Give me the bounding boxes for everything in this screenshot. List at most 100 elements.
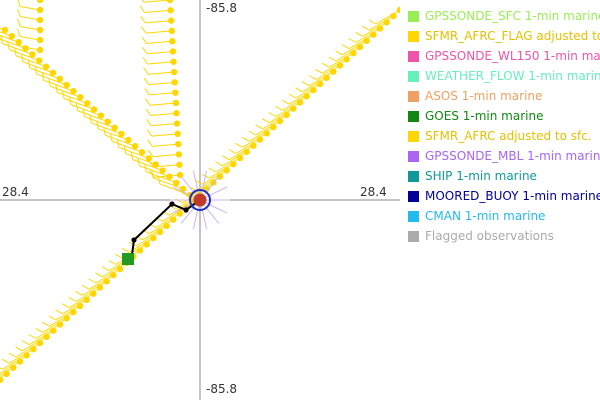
wind-barb xyxy=(348,34,374,50)
wind-barb xyxy=(84,116,115,129)
wind-barb-flag xyxy=(149,170,155,178)
map-plot-area[interactable]: -85.8 -85.8 28.4 28.4 xyxy=(0,0,400,400)
wind-barb xyxy=(342,40,367,56)
wind-barb xyxy=(368,15,394,31)
wind-barb xyxy=(42,317,67,333)
wind-barb xyxy=(15,55,47,68)
wind-barb xyxy=(20,16,41,21)
wind-barb-flag xyxy=(75,290,83,296)
wind-barb xyxy=(148,71,175,75)
observation-point xyxy=(84,100,91,107)
observation-point xyxy=(118,130,125,138)
storm-track-point xyxy=(183,207,189,213)
wind-barb-flag xyxy=(148,160,154,168)
legend-item: GOES 1-min marine xyxy=(408,106,600,126)
wind-barb-flag xyxy=(68,297,77,302)
wind-barb-flag xyxy=(75,102,79,111)
wind-barb-flag xyxy=(17,8,21,17)
wind-barb-flag xyxy=(147,149,154,157)
goes-observation-marker xyxy=(122,253,134,265)
wind-barb xyxy=(149,92,176,96)
observation-point xyxy=(36,0,44,4)
wind-barb xyxy=(275,102,301,117)
wind-barb-flag xyxy=(41,321,50,327)
observation-point xyxy=(36,26,44,34)
legend-label: GPSSONDE_SFC 1-min marine xyxy=(425,9,600,23)
wind-barb xyxy=(0,31,13,37)
legend-item: CMAN 1-min marine xyxy=(408,206,600,226)
storm-track-point xyxy=(169,201,175,207)
observation-point xyxy=(49,69,57,76)
wind-barb xyxy=(36,73,67,86)
observation-point xyxy=(77,94,84,101)
legend-item: ASOS 1-min marine xyxy=(408,86,600,106)
wind-barb xyxy=(308,71,334,87)
wind-barb xyxy=(0,367,14,376)
wind-barb-flag xyxy=(110,133,113,142)
wind-barb xyxy=(195,176,221,191)
right-latitude-label: 28.4 xyxy=(360,185,387,199)
wind-barb xyxy=(62,299,87,315)
wind-barb-flag xyxy=(0,35,3,44)
wind-barb-flag xyxy=(221,155,230,161)
wind-barb xyxy=(118,146,150,159)
wind-barb-flag xyxy=(175,198,183,204)
wind-barb-flag xyxy=(361,25,370,31)
wind-barb xyxy=(50,85,81,98)
wind-barb xyxy=(375,9,400,25)
observation-point xyxy=(42,63,50,70)
wind-barb-flag xyxy=(115,253,123,259)
legend-label: MOORED_BUOY 1-min marine xyxy=(425,189,600,203)
wind-barb xyxy=(43,79,74,92)
wind-barb xyxy=(282,95,307,111)
wind-barb xyxy=(20,36,41,41)
legend-label: GPSSONDE_MBL 1-min marine xyxy=(425,149,600,163)
wind-barb-flag xyxy=(121,247,130,253)
top-longitude-label: -85.8 xyxy=(206,1,238,15)
wind-barb xyxy=(208,163,234,179)
wind-barb-flag xyxy=(144,163,147,172)
wind-barb-flag xyxy=(146,129,153,137)
legend-swatch xyxy=(408,130,419,142)
wind-barb xyxy=(104,134,136,147)
observation-point xyxy=(36,57,43,64)
wind-barb-flag xyxy=(34,66,38,75)
wind-barb-flag xyxy=(335,50,343,56)
wind-barb-flag xyxy=(48,315,57,321)
wind-barb-flag xyxy=(82,108,86,117)
wind-barb-flag xyxy=(7,41,10,50)
wind-barb xyxy=(255,120,281,136)
wind-barb xyxy=(2,354,27,370)
wind-barb xyxy=(68,293,94,309)
wind-barb-flag xyxy=(14,47,17,56)
observation-point xyxy=(125,136,132,144)
legend-item: Flagged observations xyxy=(408,226,600,246)
wind-barb-flag xyxy=(261,118,270,124)
wind-barb xyxy=(242,132,267,148)
wind-barb xyxy=(9,49,40,62)
wind-barb xyxy=(150,112,177,116)
wind-barb xyxy=(20,26,41,31)
observation-point xyxy=(167,7,174,14)
wind-barb-flag xyxy=(35,327,43,333)
wind-barb xyxy=(88,274,114,290)
wind-barb-flag xyxy=(137,157,140,166)
wind-barb xyxy=(8,348,34,364)
wind-barb xyxy=(142,225,167,241)
observation-map xyxy=(0,0,400,400)
wind-barb-flag xyxy=(328,56,337,62)
wind-barb xyxy=(162,206,187,222)
wind-barb-flag xyxy=(281,99,290,105)
wind-barb-flag xyxy=(0,367,3,370)
legend-label: ASOS 1-min marine xyxy=(425,89,543,103)
wind-barb xyxy=(22,336,47,352)
wind-barb xyxy=(75,287,101,302)
wind-barb-flag xyxy=(1,358,10,364)
wind-barb xyxy=(151,123,178,127)
legend-item: SHIP 1-min marine xyxy=(408,166,600,186)
wind-barb xyxy=(135,231,161,247)
wind-barb xyxy=(146,40,173,44)
wind-barb xyxy=(152,143,179,147)
wind-barb-flag xyxy=(144,88,150,96)
wind-barb-flag xyxy=(140,16,146,24)
